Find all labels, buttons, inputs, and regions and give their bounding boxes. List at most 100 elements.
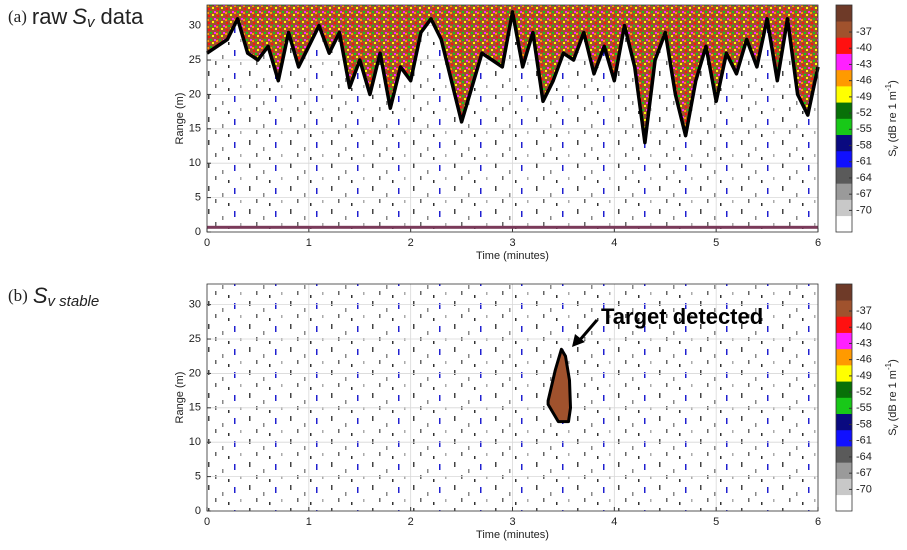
boundary-line bbox=[206, 10, 820, 145]
x-tick-label: 4 bbox=[611, 237, 617, 249]
colorbar-tick-label: -46 bbox=[856, 75, 872, 87]
colorbar-tick-label: -55 bbox=[856, 123, 872, 135]
colorbar-tick-label: -70 bbox=[856, 204, 872, 216]
colorbar-label: Sv (dB re 1 m-1) bbox=[884, 359, 900, 436]
colorbar-tick-label: -58 bbox=[856, 418, 872, 430]
x-tick-label: 1 bbox=[306, 516, 312, 528]
panel-title: (b) Sv stable bbox=[8, 283, 99, 310]
colorbar-label: Sv (dB re 1 m-1) bbox=[884, 80, 900, 157]
colorbar-block bbox=[836, 215, 852, 233]
colorbar-block bbox=[836, 21, 852, 38]
plot-frame bbox=[206, 283, 819, 512]
colorbar-block bbox=[836, 300, 852, 317]
colorbar-block bbox=[836, 167, 852, 184]
y-tick-label: 30 bbox=[189, 20, 201, 32]
x-tick-label: 1 bbox=[306, 237, 312, 249]
title-subscript: v stable bbox=[48, 293, 100, 310]
cb-label-symbol: S bbox=[887, 149, 899, 156]
colorbar-tick-label: -55 bbox=[856, 402, 872, 414]
colorbar-block bbox=[836, 5, 852, 22]
colorbar-tick-label: -61 bbox=[856, 156, 872, 168]
colorbar-block bbox=[836, 332, 852, 350]
cb-label-sub: v bbox=[891, 424, 900, 428]
y-tick-label: 30 bbox=[189, 299, 201, 311]
y-axis-label: Range (m) bbox=[174, 93, 186, 145]
colorbar-tick-label: -37 bbox=[856, 26, 872, 38]
title-subscript: v bbox=[87, 14, 96, 31]
y-tick-label: 25 bbox=[189, 333, 201, 345]
colorbar-tick-label: -43 bbox=[856, 58, 872, 70]
x-tick-label: 6 bbox=[815, 516, 821, 528]
colorbar-tick-label: -49 bbox=[856, 370, 872, 382]
y-tick-label: 10 bbox=[189, 436, 201, 448]
arrow-head bbox=[572, 334, 585, 347]
x-axis-label: Time (minutes) bbox=[476, 529, 549, 541]
colorbar-tick-label: -67 bbox=[856, 467, 872, 479]
cb-label-symbol: S bbox=[887, 428, 899, 435]
annotation-arrow bbox=[577, 319, 599, 342]
colorbar-block bbox=[836, 494, 852, 512]
colorbar-block bbox=[836, 37, 852, 54]
colorbar-block bbox=[836, 183, 852, 200]
colorbar-block bbox=[836, 365, 852, 382]
colorbar-block bbox=[836, 429, 852, 447]
colorbar-tick-label: -52 bbox=[856, 107, 872, 119]
x-tick-label: 2 bbox=[408, 237, 414, 249]
colorbar-tick-label: -37 bbox=[856, 305, 872, 317]
colorbar-tick-label: -67 bbox=[856, 188, 872, 200]
colorbar-block bbox=[836, 53, 852, 71]
x-tick-label: 5 bbox=[713, 516, 719, 528]
x-tick-label: 4 bbox=[611, 516, 617, 528]
colorbar-block bbox=[836, 446, 852, 463]
y-tick-label: 20 bbox=[189, 88, 201, 100]
colorbar-tick-label: -49 bbox=[856, 91, 872, 103]
colorbar-block bbox=[836, 316, 852, 333]
x-axis-label: Time (minutes) bbox=[476, 250, 549, 262]
panel-title: (a) raw Sv data bbox=[8, 4, 144, 31]
colorbar-tick-label: -40 bbox=[856, 42, 872, 54]
colorbar-tick-label: -64 bbox=[856, 451, 872, 463]
colorbar-block bbox=[836, 102, 852, 119]
annotation: Target detected bbox=[601, 304, 763, 329]
colorbar-tick-label: -43 bbox=[856, 337, 872, 349]
y-tick-label: 25 bbox=[189, 54, 201, 66]
colorbar-block bbox=[836, 413, 852, 431]
colorbar-block bbox=[836, 348, 852, 366]
y-tick-label: 5 bbox=[195, 192, 201, 204]
colorbar-tick-label: -61 bbox=[856, 435, 872, 447]
title-symbol: S bbox=[72, 4, 87, 29]
colorbar-tick-label: -40 bbox=[856, 321, 872, 333]
cb-label-unit: (dB re 1 m bbox=[887, 91, 899, 145]
colorbar-tick-label: -52 bbox=[856, 386, 872, 398]
colorbar-block bbox=[836, 69, 852, 87]
colorbar-tick-label: -46 bbox=[856, 354, 872, 366]
colorbar-frame bbox=[835, 283, 853, 512]
x-tick-label: 5 bbox=[713, 237, 719, 249]
cb-label-sup: -1 bbox=[884, 83, 893, 91]
y-tick-label: 15 bbox=[189, 123, 201, 135]
cb-label-end: ) bbox=[887, 359, 899, 363]
x-tick-label: 6 bbox=[815, 237, 821, 249]
colorbar-tick-label: -58 bbox=[856, 139, 872, 151]
colorbar-frame bbox=[835, 4, 853, 233]
x-tick-label: 3 bbox=[509, 237, 515, 249]
cb-label-end: ) bbox=[887, 80, 899, 84]
colorbar-block bbox=[836, 86, 852, 103]
y-axis-label: Range (m) bbox=[174, 372, 186, 424]
cb-label-sub: v bbox=[891, 145, 900, 149]
panel-label: (b) bbox=[8, 286, 28, 305]
x-tick-label: 0 bbox=[204, 237, 210, 249]
colorbar-tick-label: -64 bbox=[856, 172, 872, 184]
colorbar-block bbox=[836, 381, 852, 398]
x-tick-label: 2 bbox=[408, 516, 414, 528]
bottom-echo bbox=[207, 225, 818, 229]
colorbar-block bbox=[836, 134, 852, 152]
y-tick-label: 20 bbox=[189, 367, 201, 379]
colorbar-block bbox=[836, 478, 852, 496]
colorbar-block bbox=[836, 199, 852, 217]
colorbar-block bbox=[836, 118, 852, 136]
colorbar-tick-label: -70 bbox=[856, 483, 872, 495]
colorbar-block bbox=[836, 462, 852, 479]
x-tick-label: 0 bbox=[204, 516, 210, 528]
